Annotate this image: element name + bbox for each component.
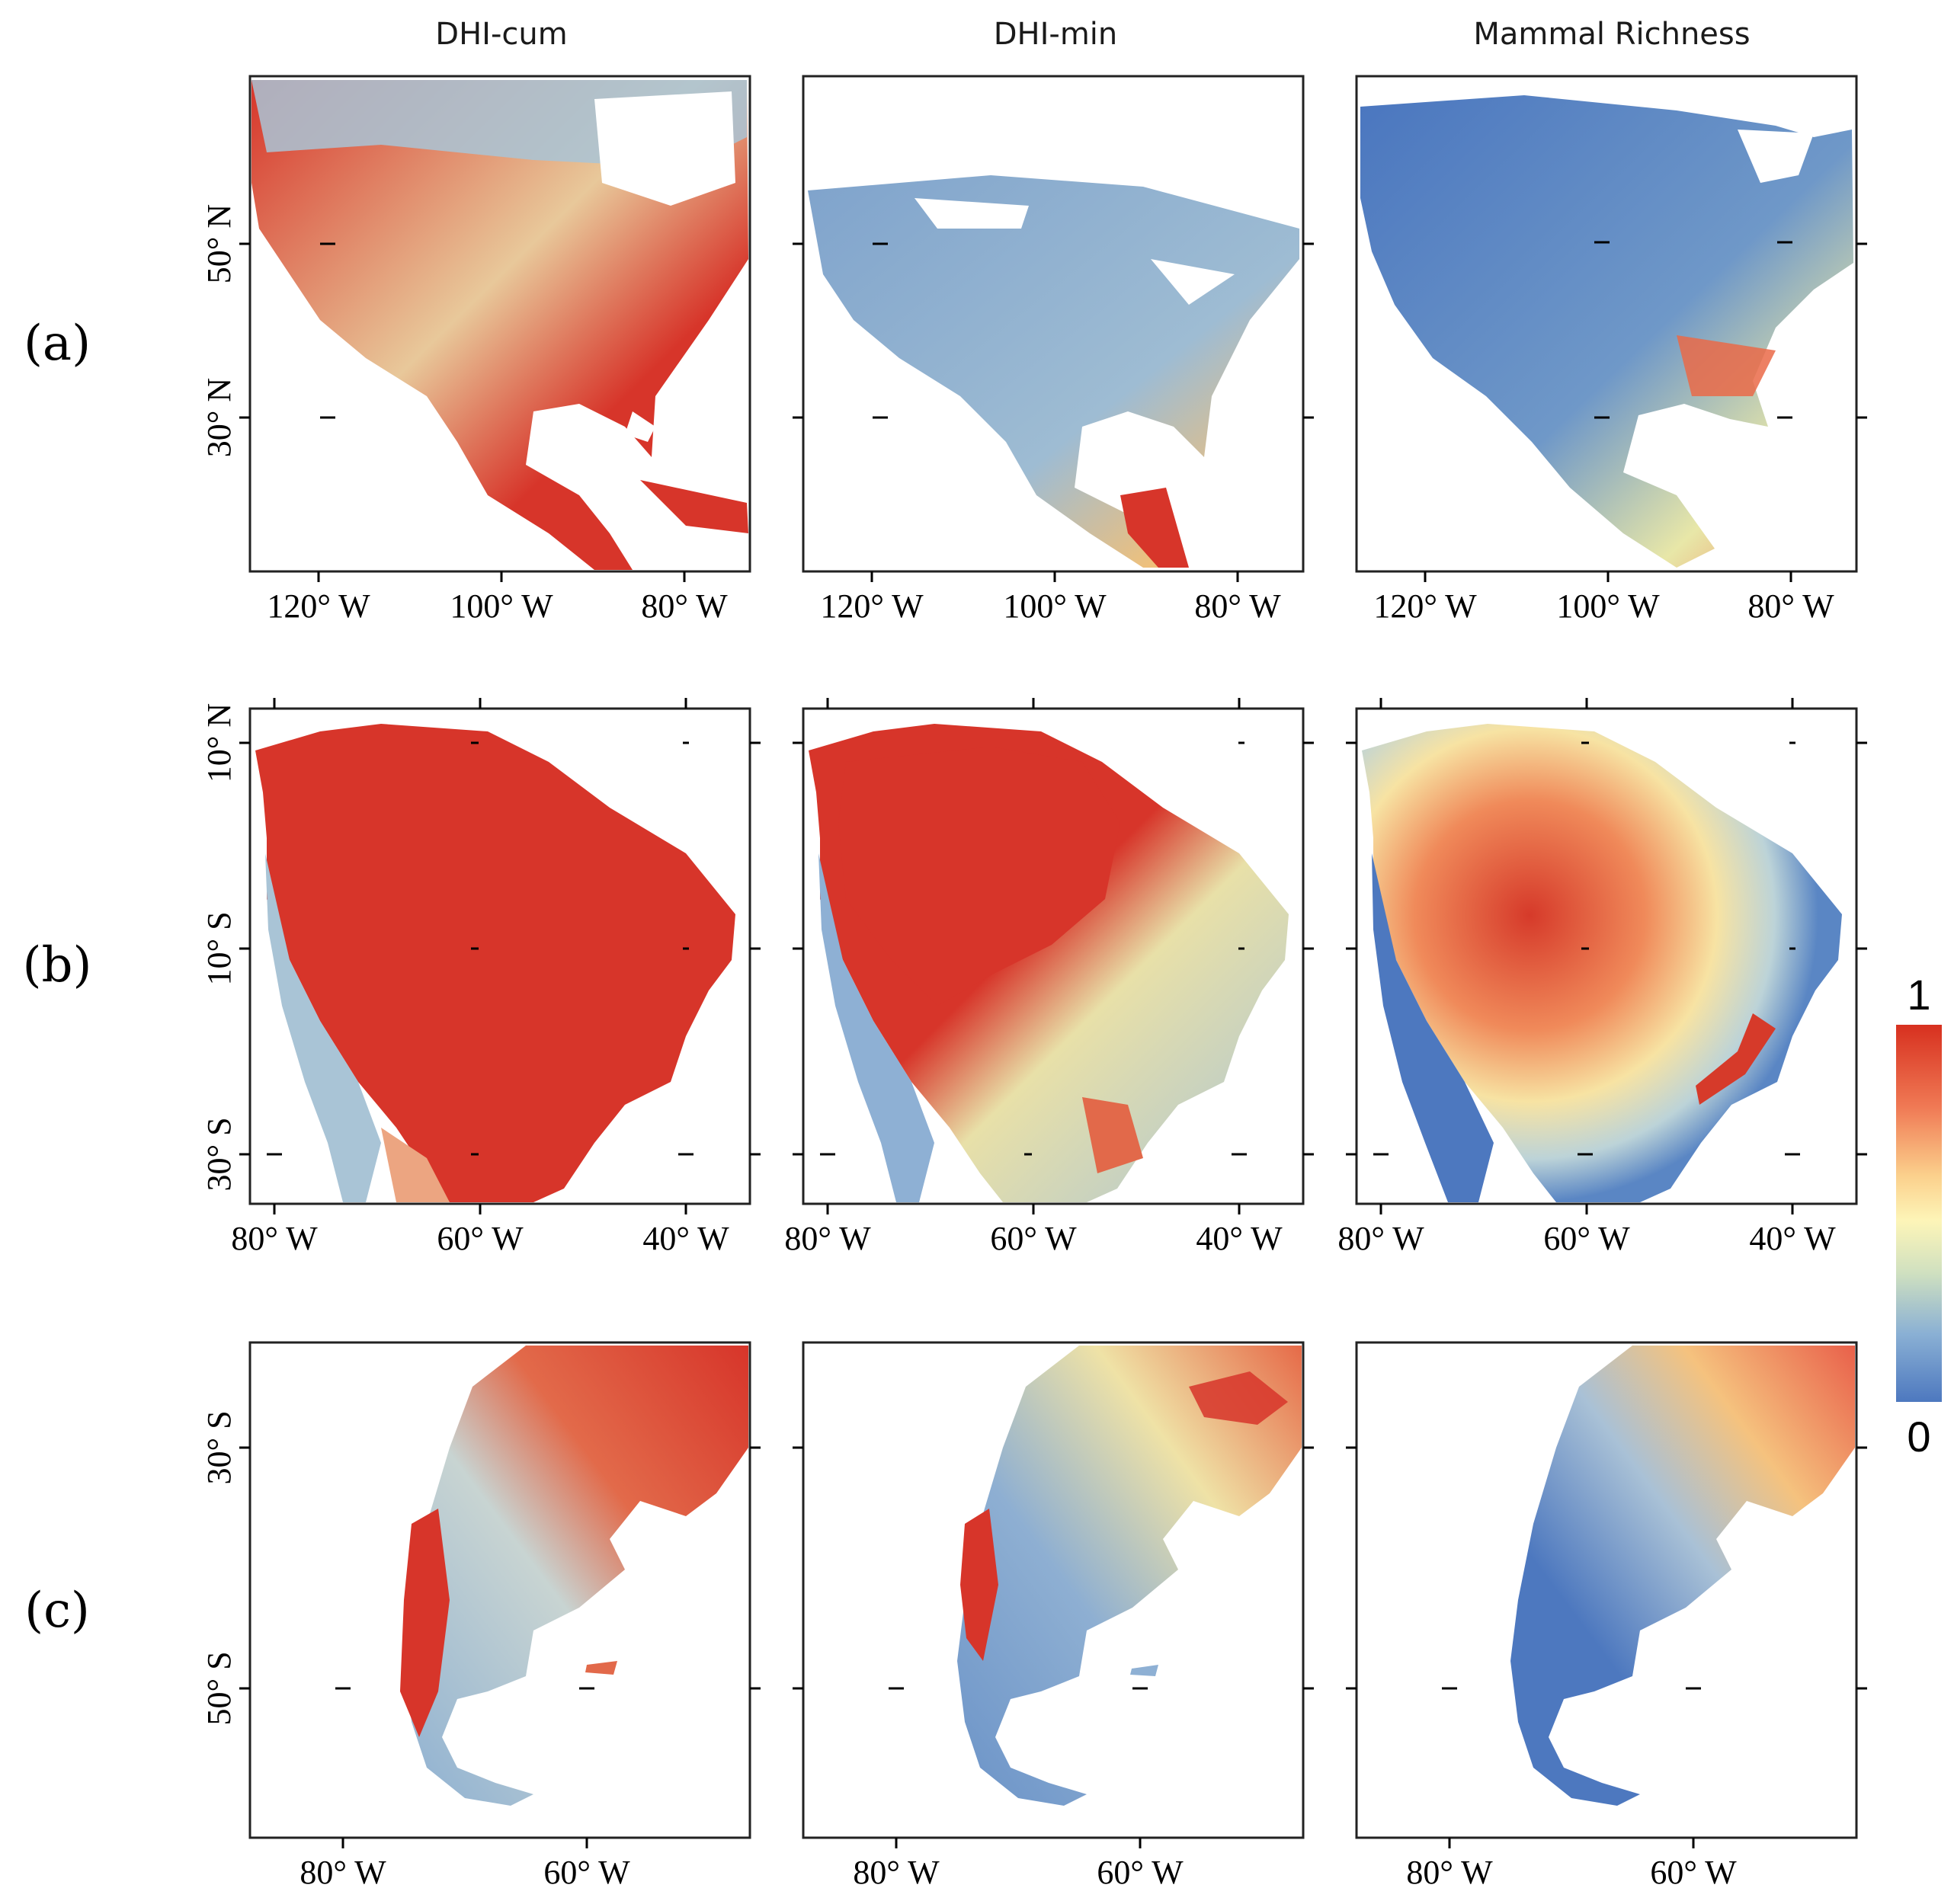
row-b-x-tick-1-panel-3: 80° W <box>1337 1220 1424 1257</box>
row-a-x-tick-2-panel-1: 100° W <box>450 587 553 625</box>
map-panel-b-mammal-richness <box>1355 707 1858 1205</box>
row-c-x-tick-2-panel-1: 60° W <box>543 1854 630 1891</box>
row-b-x-tick-2-panel-1: 60° W <box>437 1220 524 1257</box>
row-a-x-tick-2-panel-3: 100° W <box>1556 587 1660 625</box>
row-b-x-tick-2-panel-3: 60° W <box>1543 1220 1630 1257</box>
row-c-x-tick-1-panel-3: 80° W <box>1406 1854 1493 1891</box>
row-a-y-tick-1: 50° N <box>200 204 238 283</box>
column-title-mammal-richness: Mammal Richness <box>1473 17 1750 52</box>
row-c-y-tick-1: 30° S <box>200 1410 238 1484</box>
row-b-x-tick-3-panel-1: 40° W <box>642 1220 729 1257</box>
row-label-c: (c) <box>24 1582 90 1639</box>
row-a-x-tick-3-panel-1: 80° W <box>641 587 728 625</box>
row-a-x-tick-3-panel-2: 80° W <box>1194 587 1281 625</box>
row-b-y-tick-1: 10° N <box>200 703 238 782</box>
legend-min-label: 0 <box>1907 1413 1930 1461</box>
row-c-x-tick-1-panel-1: 80° W <box>300 1854 386 1891</box>
map-panel-a-mammal-richness <box>1355 75 1858 573</box>
map-panel-a-dhi-min <box>802 75 1305 573</box>
row-c-x-tick-2-panel-2: 60° W <box>1097 1854 1184 1891</box>
row-c-y-tick-2: 50° S <box>200 1651 238 1725</box>
map-panel-c-mammal-richness <box>1355 1341 1858 1839</box>
row-label-b: (b) <box>23 937 92 994</box>
row-b-axis-ticks <box>239 698 1867 1214</box>
map-panel-c-dhi-cum <box>248 1341 751 1839</box>
row-a-x-tick-1-panel-3: 120° W <box>1373 587 1477 625</box>
row-b-y-tick-3: 30° S <box>200 1117 238 1191</box>
color-legend: 1 0 <box>1896 971 1942 1461</box>
map-panel-b-dhi-cum <box>248 707 751 1205</box>
row-b-x-tick-1-panel-1: 80° W <box>231 1220 318 1257</box>
row-a-y-tick-2: 30° N <box>200 378 238 457</box>
row-a-x-tick-1-panel-2: 120° W <box>820 587 924 625</box>
column-title-dhi-cum: DHI-cum <box>435 17 567 52</box>
row-b-y-tick-2: 10° S <box>200 911 238 985</box>
column-title-dhi-min: DHI-min <box>994 17 1118 52</box>
map-panel-a-dhi-cum <box>248 75 751 573</box>
map-panel-c-dhi-min <box>802 1341 1305 1839</box>
color-legend-bar <box>1896 1025 1942 1402</box>
map-panel-b-dhi-min <box>802 707 1305 1205</box>
row-c-x-tick-2-panel-3: 60° W <box>1650 1854 1737 1891</box>
row-c-x-tick-1-panel-2: 80° W <box>853 1854 940 1891</box>
row-c-axis-ticks <box>239 1446 1867 1848</box>
legend-max-label: 1 <box>1907 971 1930 1019</box>
row-b-x-tick-3-panel-2: 40° W <box>1196 1220 1283 1257</box>
row-a-x-tick-3-panel-3: 80° W <box>1747 587 1834 625</box>
row-a-axis-ticks <box>239 242 1867 582</box>
row-a-x-tick-1-panel-1: 120° W <box>267 587 370 625</box>
row-b-x-tick-2-panel-2: 60° W <box>990 1220 1077 1257</box>
row-b-x-tick-1-panel-2: 80° W <box>784 1220 871 1257</box>
row-label-a: (a) <box>24 315 91 372</box>
row-a-x-tick-2-panel-2: 100° W <box>1003 587 1107 625</box>
row-b-x-tick-3-panel-3: 40° W <box>1749 1220 1836 1257</box>
